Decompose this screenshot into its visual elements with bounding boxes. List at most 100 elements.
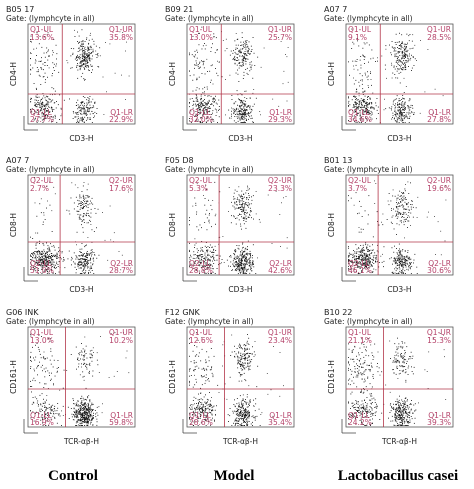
quadrant-ur-name: Q2-UR [268, 176, 292, 185]
quadrant-lr-pct: 39.3% [427, 418, 451, 427]
plot-gate-label: Gate: (lymphcyte in all) [6, 165, 95, 174]
quadrant-ur-name: Q1-UR [109, 328, 133, 337]
quadrant-ul-pct: 9.1% [348, 33, 367, 42]
quadrant-ur-pct: 10.2% [109, 336, 133, 345]
column-label-lactobacillus: Lactobacillus casei [337, 468, 459, 484]
plot-frame [27, 23, 136, 125]
quadrant-lr-name: Q1-LR [428, 108, 451, 117]
quadrant-ll-name: Q1-LL [348, 108, 371, 117]
quadrant-ul-pct: 13.6% [30, 33, 54, 42]
y-axis-label: CD161-H [168, 360, 177, 394]
quadrant-ur-name: Q2-UR [109, 176, 133, 185]
quadrant-ur-pct: 35.8% [109, 33, 133, 42]
quadrant-ul-name: Q1-UL [189, 328, 213, 337]
quadrant-lr-pct: 29.3% [268, 115, 292, 124]
quadrant-ll-pct: 24.2% [348, 418, 372, 427]
quadrant-ur-pct: 19.6% [427, 184, 451, 193]
quadrant-ur-pct: 25.7% [268, 33, 292, 42]
quadrant-ul-pct: 5.3% [189, 184, 208, 193]
quadrant-ul-name: Q1-UL [348, 25, 372, 34]
quadrant-lr-name: Q2-LR [269, 259, 292, 268]
quadrant-lr-pct: 42.6% [268, 266, 292, 275]
quadrant-ur-pct: 23.3% [268, 184, 292, 193]
plot-gate-label: Gate: (lymphcyte in all) [6, 14, 95, 23]
quadrant-ul-name: Q1-UL [348, 328, 372, 337]
quadrant-ul-name: Q1-UL [30, 328, 54, 337]
quadrant-ur-pct: 28.5% [427, 33, 451, 42]
quadrant-ll-pct: 32.0% [189, 115, 213, 124]
plot-sample-id: B10 22 [324, 308, 352, 317]
quadrant-lr-name: Q1-LR [110, 411, 133, 420]
quadrant-ll-pct: 27.7% [30, 115, 54, 124]
y-axis-label: CD4-H [9, 62, 18, 86]
column-label-model: Model [213, 468, 255, 484]
quadrant-lr-pct: 30.6% [427, 266, 451, 275]
plot-sample-id: F05 D8 [165, 156, 194, 165]
plot-gate-label: Gate: (lymphcyte in all) [165, 317, 254, 326]
quadrant-ul-pct: 13.0% [30, 336, 54, 345]
quadrant-ur-pct: 23.4% [268, 336, 292, 345]
plot-gate-label: Gate: (lymphcyte in all) [165, 14, 254, 23]
plot-sample-id: F12 GNK [165, 308, 201, 317]
quadrant-ll-name: Q1-LL [30, 411, 53, 420]
plot-events [30, 29, 130, 123]
y-axis-label: CD4-H [327, 62, 336, 86]
quadrant-ul-name: Q1-UL [30, 25, 54, 34]
quadrant-ul-pct: 13.0% [189, 33, 213, 42]
plot-sample-id: G06 INK [6, 308, 39, 317]
quadrant-lr-name: Q2-LR [428, 259, 451, 268]
x-axis-label: CD3-H [228, 285, 252, 294]
quadrant-lr-name: Q1-LR [269, 108, 292, 117]
quadrant-ur-name: Q1-UR [268, 328, 292, 337]
plot-events [189, 26, 289, 123]
quadrant-ll-pct: 16.9% [30, 418, 54, 427]
quadrant-ll-pct: 28.6% [189, 418, 213, 427]
quadrant-ul-name: Q2-UL [189, 176, 213, 185]
quadrant-lr-pct: 59.8% [109, 418, 133, 427]
quadrant-ul-name: Q2-UL [30, 176, 54, 185]
quadrant-ur-name: Q1-UR [427, 328, 451, 337]
quadrant-lr-name: Q1-LR [269, 411, 292, 420]
column-label-control: Control [48, 468, 98, 484]
plot-sample-id: B09 21 [165, 5, 193, 14]
quadrant-ll-name: Q1-LL [189, 108, 212, 117]
plot-sample-id: A07 7 [6, 156, 29, 165]
plot-sample-id: B01 13 [324, 156, 352, 165]
quadrant-lr-pct: 28.7% [109, 266, 133, 275]
plot-events [348, 333, 447, 426]
quadrant-ur-name: Q1-UR [268, 25, 292, 34]
quadrant-lr-name: Q1-LR [428, 411, 451, 420]
plot-gate-label: Gate: (lymphcyte in all) [6, 317, 95, 326]
x-axis-label: CD3-H [228, 134, 252, 143]
quadrant-ll-name: Q1-LL [30, 108, 53, 117]
plot-gate-label: Gate: (lymphcyte in all) [324, 165, 413, 174]
quadrant-ll-name: Q2-LL [348, 259, 371, 268]
quadrant-ur-name: Q1-UR [427, 25, 451, 34]
quadrant-lr-name: Q2-LR [110, 259, 133, 268]
plot-gate-label: Gate: (lymphcyte in all) [165, 165, 254, 174]
plot-events [30, 177, 131, 274]
y-axis-label: CD4-H [168, 62, 177, 86]
y-axis-label: CD161-H [327, 360, 336, 394]
y-axis-label: CD8-H [9, 213, 18, 237]
quadrant-ul-pct: 2.7% [30, 184, 49, 193]
quadrant-ll-name: Q2-LL [30, 259, 53, 268]
quadrant-lr-pct: 27.8% [427, 115, 451, 124]
quadrant-ul-name: Q2-UL [348, 176, 372, 185]
quadrant-ur-pct: 15.3% [427, 336, 451, 345]
quadrant-ur-pct: 17.6% [109, 184, 133, 193]
x-axis-label: TCR-αβ-H [63, 437, 99, 446]
quadrant-ll-name: Q2-LL [189, 259, 212, 268]
quadrant-ll-pct: 28.8% [189, 266, 213, 275]
quadrant-ll-name: Q1-LL [189, 411, 212, 420]
plot-events [348, 28, 444, 123]
plot-events [189, 181, 288, 274]
quadrant-ur-name: Q2-UR [427, 176, 451, 185]
